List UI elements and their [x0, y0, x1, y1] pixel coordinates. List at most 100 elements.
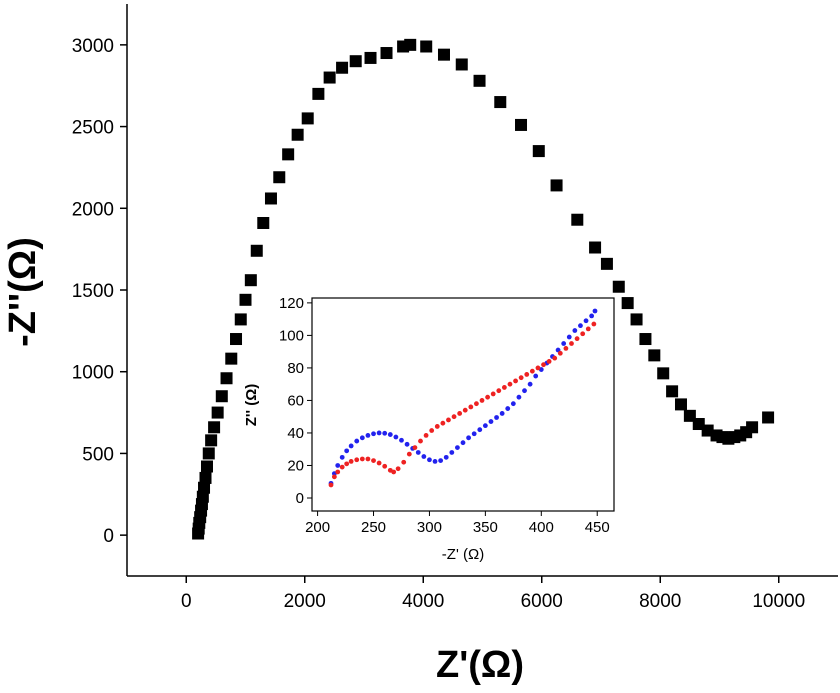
main-data-point	[364, 51, 377, 64]
inset-blue-point	[505, 406, 511, 411]
main-y-tick-label: 500	[82, 444, 114, 465]
main-data-point	[762, 411, 775, 424]
main-data-point	[571, 213, 584, 226]
inset-blue-point	[510, 401, 516, 407]
inset-blue-point	[460, 440, 466, 446]
inset-y-tick-label: 40	[287, 425, 304, 442]
inset-red-point	[546, 359, 552, 364]
inset-red-point	[501, 385, 507, 390]
inset-red-point	[331, 474, 337, 480]
inset-blue-point	[404, 441, 410, 447]
inset-red-point	[344, 461, 350, 467]
inset-blue-point	[592, 308, 598, 314]
inset-red-point	[507, 381, 513, 387]
inset-blue-point	[471, 431, 477, 437]
inset-red-point	[485, 394, 491, 400]
inset-red-point	[569, 341, 574, 346]
inset-red-point	[328, 482, 334, 488]
inset-red-point	[457, 411, 463, 416]
main-data-point	[215, 390, 228, 403]
inset-red-point	[423, 432, 429, 438]
main-y-tick-label: 1000	[72, 363, 114, 384]
main-data-point	[244, 274, 257, 287]
inset-red-point	[462, 407, 468, 413]
inset-blue-point	[589, 313, 595, 319]
inset-x-tick-label: 400	[529, 519, 554, 536]
main-series	[192, 38, 775, 540]
inset-blue-point	[432, 459, 438, 464]
inset-x-tick-label: 250	[361, 519, 386, 536]
main-data-point	[420, 40, 433, 53]
main-data-point	[648, 349, 661, 362]
main-y-tick-label: 1500	[72, 281, 114, 302]
main-data-point	[273, 171, 286, 184]
inset-blue-point	[466, 435, 471, 441]
inset-blue-point	[387, 432, 393, 437]
inset-blue-point	[371, 431, 376, 437]
inset-blue-point	[348, 443, 354, 449]
inset-red-point	[446, 417, 451, 423]
inset-red-point	[376, 460, 382, 466]
inset-x-tick-label: 200	[305, 519, 330, 536]
inset-blue-point	[415, 450, 421, 455]
inset-frame	[311, 297, 615, 512]
inset-red-point	[406, 451, 412, 457]
inset-red-point	[395, 466, 401, 472]
inset-red-point	[513, 378, 518, 384]
main-data-point	[323, 71, 336, 84]
main-data-point	[657, 367, 670, 380]
main-data-point	[250, 244, 263, 257]
inset-red-point	[348, 459, 354, 464]
inset-red-point	[440, 420, 446, 426]
main-data-point	[630, 313, 643, 326]
main-y-tick-label: 2000	[72, 199, 114, 220]
main-data-point	[455, 58, 468, 71]
main-data-point	[220, 372, 233, 385]
inset-blue-point	[583, 318, 589, 324]
inset-red-point	[429, 428, 435, 433]
main-data-point	[550, 179, 563, 192]
main-data-point	[746, 421, 759, 434]
main-data-point	[264, 192, 277, 205]
inset-red-point	[418, 438, 423, 444]
main-y-tick-label: 3000	[72, 36, 114, 57]
inset-x-ticks: 200 250 300 350 400 450	[305, 511, 610, 536]
inset-red-point	[359, 456, 365, 462]
main-data-point	[532, 145, 545, 158]
inset-blue-point	[572, 328, 578, 333]
inset-x-tick-label: 350	[473, 519, 498, 536]
inset-y-tick-label: 20	[287, 457, 304, 474]
inset-red-point	[535, 365, 541, 371]
inset-blue-point	[399, 437, 404, 443]
inset-red-point	[552, 355, 558, 361]
main-x-tick-label: 8000	[639, 591, 681, 612]
main-data-point	[589, 241, 602, 254]
main-data-point	[473, 74, 486, 87]
main-data-point	[199, 471, 212, 484]
inset-red-point	[401, 459, 407, 465]
main-data-point	[211, 406, 224, 419]
main-data-point	[257, 216, 270, 229]
main-data-point	[494, 96, 507, 109]
main-data-point	[195, 504, 208, 517]
inset-y-axis-title: Z'' (Ω)	[243, 384, 260, 426]
inset-red-point	[391, 469, 397, 475]
inset-blue-point	[376, 430, 382, 436]
inset-red-point	[490, 391, 496, 397]
inset-blue-point	[566, 334, 572, 340]
main-data-point	[404, 38, 417, 51]
inset-blue-point	[516, 394, 522, 400]
main-data-point	[380, 47, 393, 60]
inset-blue-point	[382, 430, 388, 436]
main-y-tick-label: 2500	[72, 118, 114, 139]
inset-red-point	[365, 456, 371, 462]
main-data-point	[202, 447, 215, 460]
inset-blue-point	[455, 445, 460, 450]
inset-blue-point	[561, 341, 567, 346]
inset-blue-point	[477, 427, 483, 433]
inset-blue-point	[522, 388, 527, 394]
inset-y-tick-label: 80	[287, 360, 304, 377]
main-data-point	[239, 293, 252, 306]
inset-red-point	[339, 464, 345, 470]
inset-blue-point	[482, 423, 488, 429]
